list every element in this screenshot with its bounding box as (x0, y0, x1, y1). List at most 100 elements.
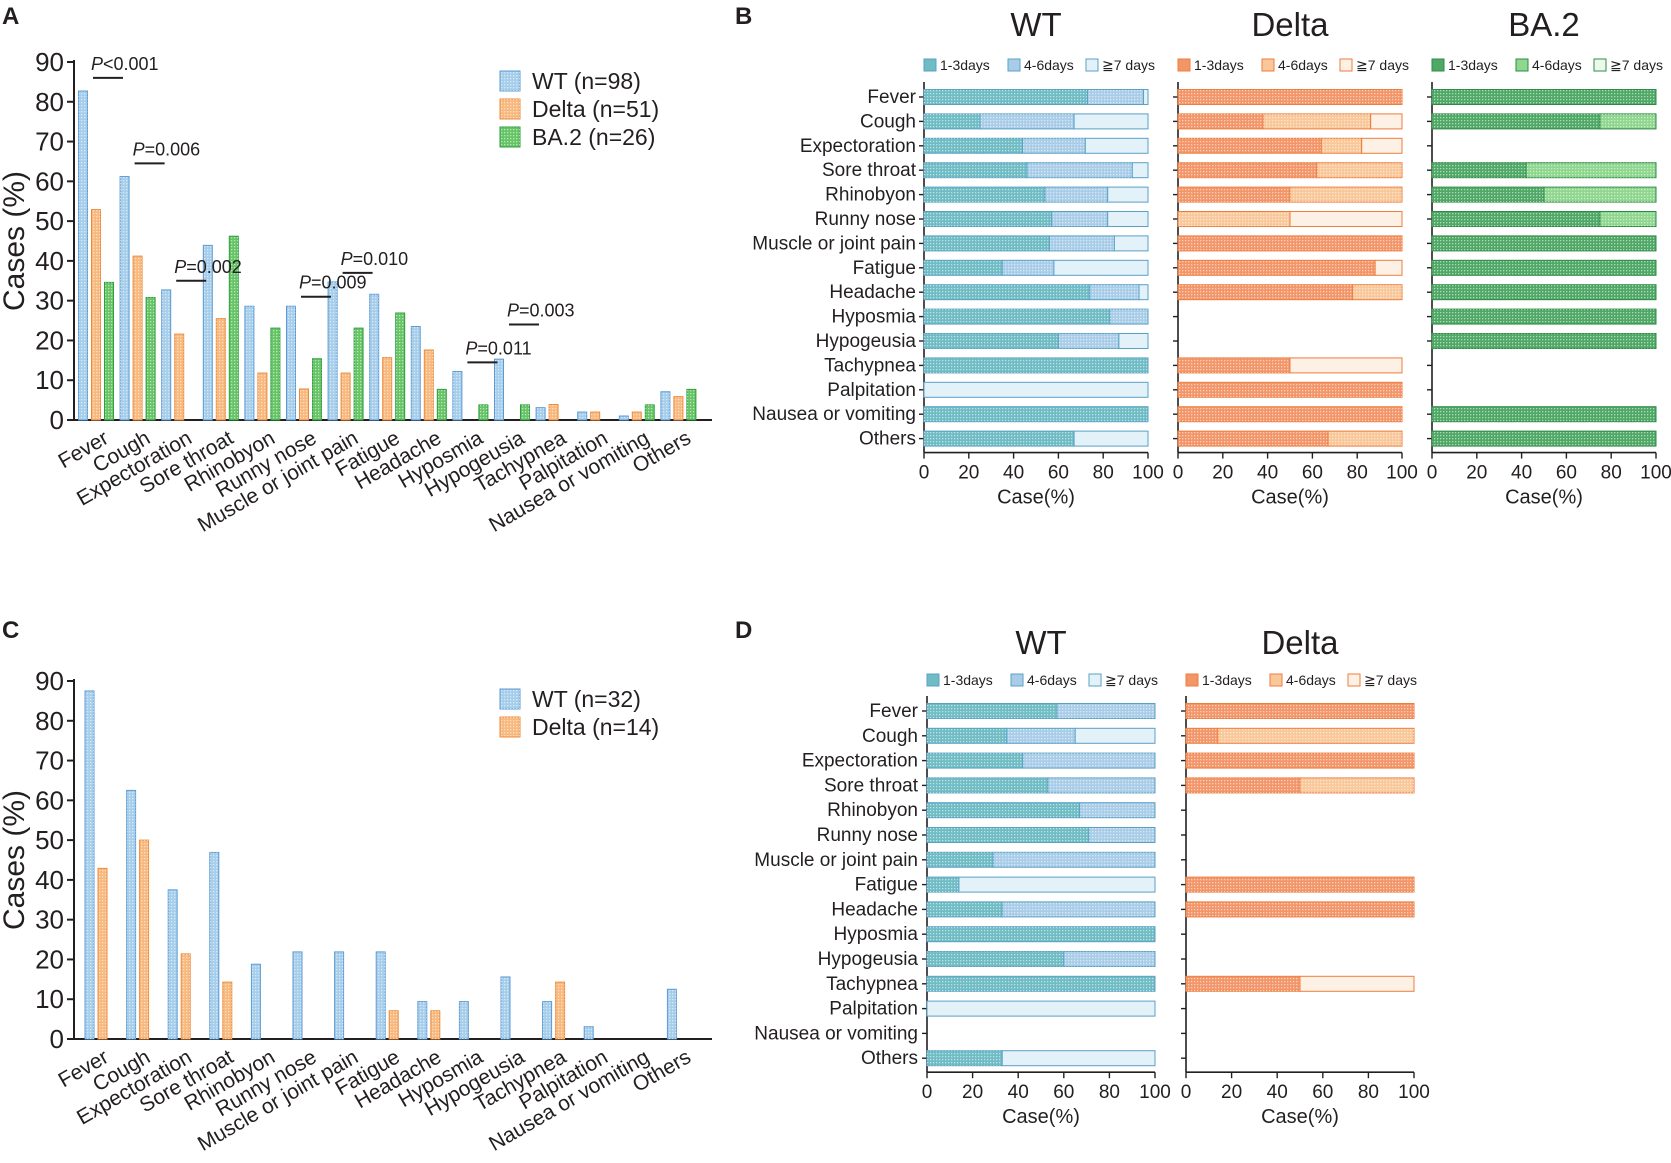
bar-texture (927, 976, 1155, 992)
bar-texture (924, 260, 1003, 276)
bar-texture (1328, 431, 1402, 447)
bar-texture (1526, 162, 1656, 178)
bar-texture (1217, 728, 1414, 744)
bar-segment-wt-expectoration-2 (1084, 137, 1149, 154)
bar-texture (411, 326, 421, 420)
bar-texture (369, 294, 379, 420)
bar-texture (924, 284, 1090, 300)
bar-segment-delta-expectoration-2 (1361, 137, 1403, 154)
legend-swatch-texture (500, 689, 520, 709)
bar-texture (1432, 211, 1600, 227)
bar-texture (1178, 113, 1264, 129)
bar-texture (494, 359, 504, 420)
bar-texture (619, 416, 629, 420)
legend-swatch-ba2-2 (1593, 58, 1607, 72)
bar-segment-wt-others-2 (1001, 1050, 1156, 1067)
row-label-others: Others (859, 429, 916, 450)
legend-label-wt: WT (n=98) (532, 68, 641, 94)
bar-texture (270, 328, 280, 420)
bar-texture (1352, 284, 1402, 300)
legend-label: 1-3days (940, 57, 990, 73)
bar-texture (133, 256, 143, 420)
bar-segment-wt-fatigue-2 (1053, 259, 1149, 276)
bar-segment-delta-fatigue-2 (1374, 259, 1403, 276)
p-value-number: <0.001 (103, 54, 159, 74)
p-value-symbol: P (341, 249, 353, 269)
bar-texture (927, 753, 1023, 769)
x-tick-label: 20 (1212, 463, 1233, 484)
group-title-ba2: BA.2 (1508, 6, 1580, 43)
legend-label: 4-6days (1027, 672, 1077, 688)
bar-texture (924, 113, 980, 129)
legend-swatch-wt-0 (926, 673, 940, 687)
bar-segment-wt-runny-nose-2 (1107, 211, 1149, 227)
legend-swatch-wt-2 (1085, 58, 1099, 72)
legend-swatch-delta-1 (1269, 673, 1283, 687)
bar-texture (1002, 260, 1054, 276)
bar-texture (924, 431, 1075, 447)
bar-texture (1432, 235, 1656, 251)
p-value-number: =0.009 (311, 273, 367, 293)
p-value-label: P=0.006 (133, 139, 201, 159)
bar-texture (660, 391, 670, 420)
bar-texture (1432, 89, 1656, 105)
x-tick-label: 60 (1312, 1082, 1333, 1103)
row-label-expectoration: Expectoration (800, 136, 916, 157)
x-tick-label: 100 (1132, 463, 1164, 484)
legend-label: 1-3days (1202, 672, 1252, 688)
p-value-label: P=0.003 (507, 301, 575, 321)
bar-texture (924, 211, 1052, 227)
bar-texture (354, 328, 364, 420)
bar-segment-delta-tachypnea-2 (1289, 357, 1403, 374)
bar-texture (328, 281, 338, 420)
bar-texture (927, 703, 1057, 719)
y-tick-label: 30 (35, 905, 64, 935)
bar-texture (417, 1001, 427, 1039)
bar-texture (424, 349, 434, 420)
bar-texture (686, 389, 696, 420)
bar-texture (1432, 431, 1656, 447)
bar-texture (1058, 333, 1119, 349)
bar-segment-wt-others-2 (1073, 430, 1149, 447)
bar-texture (555, 982, 565, 1039)
legend-swatch-delta-0 (1185, 673, 1199, 687)
panel-label-a: A (2, 3, 19, 30)
bar-texture (1178, 431, 1329, 447)
x-tick-label: 20 (962, 1082, 983, 1103)
y-tick-label: 60 (35, 785, 64, 815)
legend-swatch-texture (500, 127, 520, 147)
bar-texture (1049, 235, 1115, 251)
y-tick-label: 10 (35, 984, 64, 1014)
legend-label: 4-6days (1532, 57, 1582, 73)
legend-label-delta: Delta (n=51) (532, 96, 659, 122)
row-label-fever: Fever (869, 701, 918, 722)
x-tick-label: 60 (1053, 1082, 1074, 1103)
bar-segment-wt-palpitation-2 (926, 1000, 1156, 1017)
row-label-fatigue: Fatigue (855, 875, 918, 896)
bar-texture (1022, 138, 1086, 154)
group-title-wt: WT (1015, 624, 1066, 661)
bar-texture (1022, 753, 1155, 769)
bar-texture (1600, 211, 1656, 227)
y-tick-label: 0 (50, 1024, 64, 1054)
bar-texture (139, 840, 149, 1039)
bar-texture (1432, 260, 1656, 276)
x-tick-label: 0 (919, 463, 930, 484)
bar-texture (927, 901, 1003, 917)
y-axis-title: Cases (%) (0, 171, 31, 311)
bar-texture (1186, 703, 1414, 719)
bar-texture (251, 964, 261, 1039)
row-label-headache: Headache (831, 899, 918, 920)
bar-texture (209, 852, 219, 1039)
bar-segment-delta-tachypnea-2 (1299, 975, 1415, 992)
row-label-runny-nose: Runny nose (815, 209, 916, 230)
y-tick-label: 80 (35, 706, 64, 736)
panel-label-d: D (735, 617, 752, 644)
bar-texture (1544, 187, 1656, 203)
x-axis-title: Case(%) (1505, 487, 1583, 509)
y-tick-label: 90 (35, 666, 64, 696)
bar-texture (395, 312, 405, 420)
bar-texture (584, 1026, 594, 1039)
x-axis-title: Case(%) (997, 487, 1075, 509)
